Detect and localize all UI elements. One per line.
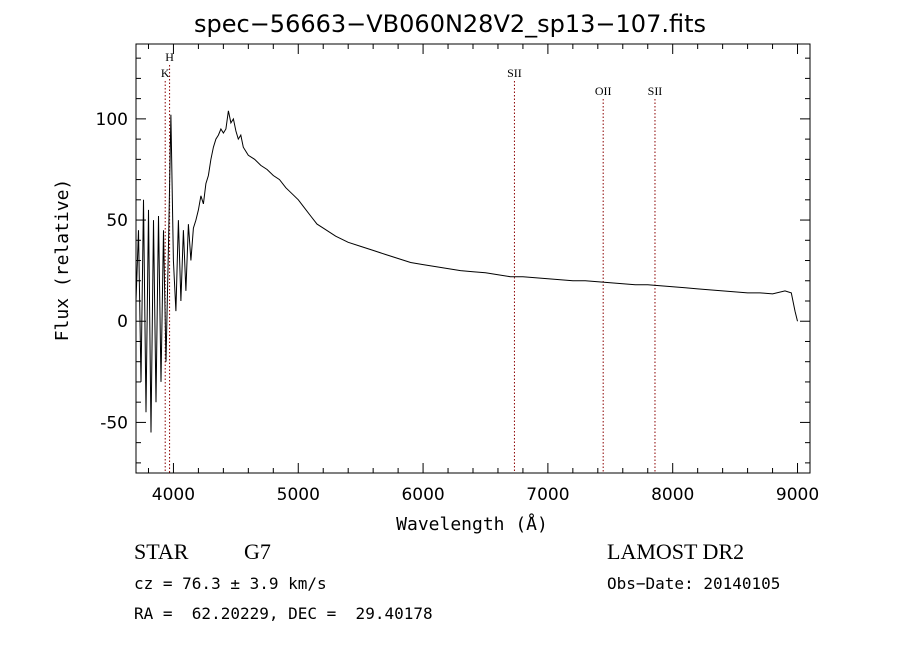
line-marker-label: SII bbox=[507, 66, 522, 80]
survey-name: LAMOST DR2 bbox=[607, 539, 745, 564]
chart-title: spec−56663−VB060N28V2_sp13−107.fits bbox=[194, 10, 706, 38]
line-marker-label: K bbox=[161, 66, 170, 80]
y-axis-label: Flux (relative) bbox=[52, 179, 73, 342]
x-tick-label: 8000 bbox=[651, 485, 694, 505]
spectrum-line bbox=[135, 110, 798, 433]
coordinates-text: RA = 62.20229, DEC = 29.40178 bbox=[134, 604, 433, 623]
x-tick-label: 4000 bbox=[152, 485, 195, 505]
x-tick-label: 5000 bbox=[277, 485, 320, 505]
axes: 4000 5000 6000 7000 8000 9000 -50 0 50 100 bbox=[96, 43, 819, 505]
y-tick-label: 0 bbox=[117, 312, 128, 332]
x-axis-label: Wavelength (Å) bbox=[396, 513, 548, 535]
object-class: STAR bbox=[134, 539, 189, 564]
redshift-text: cz = 76.3 ± 3.9 km/s bbox=[134, 574, 327, 593]
y-tick-label: 50 bbox=[106, 211, 128, 231]
line-markers: HK SII OII SII bbox=[161, 50, 662, 473]
x-tick-label: 6000 bbox=[401, 485, 444, 505]
line-marker-label: OII bbox=[595, 84, 612, 98]
line-marker-label: SII bbox=[648, 84, 663, 98]
y-tick-label: -50 bbox=[100, 413, 128, 433]
object-subclass: G7 bbox=[244, 539, 271, 564]
obs-date-text: Obs−Date: 20140105 bbox=[607, 574, 781, 593]
x-tick-label: 7000 bbox=[526, 485, 569, 505]
plot-frame bbox=[135, 43, 811, 474]
y-tick-label: 100 bbox=[96, 110, 128, 130]
line-marker-label: H bbox=[165, 50, 174, 64]
x-tick-label: 9000 bbox=[776, 485, 819, 505]
